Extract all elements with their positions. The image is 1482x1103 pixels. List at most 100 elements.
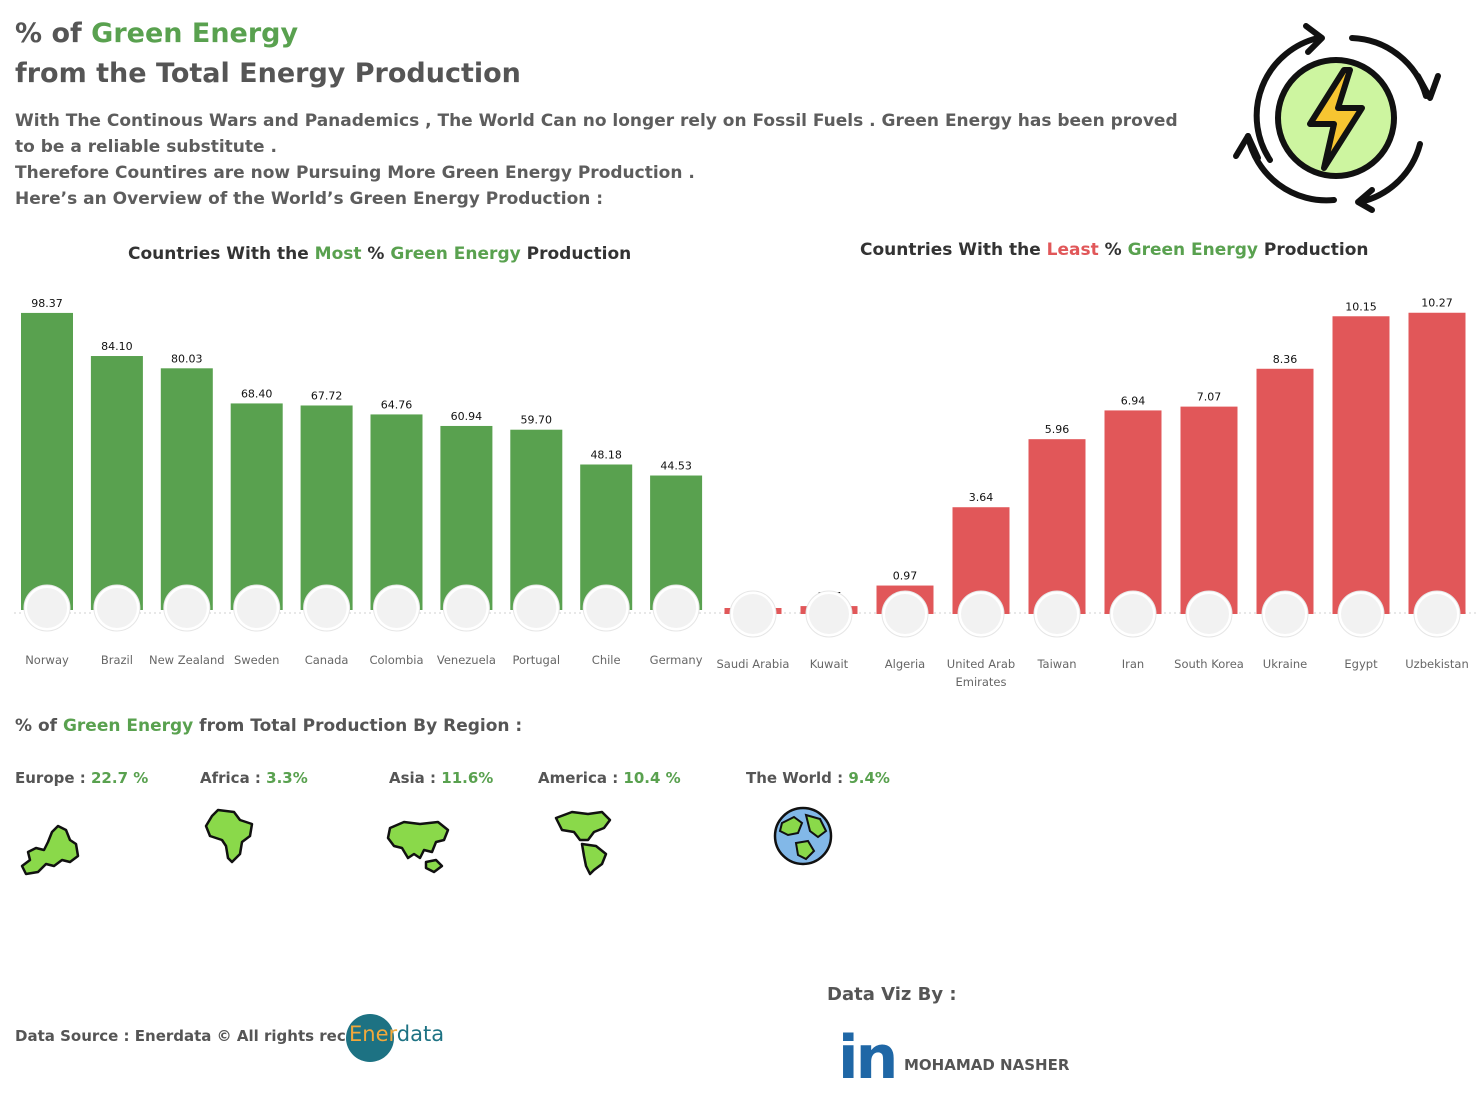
category-label: Kuwait — [810, 657, 849, 671]
category-label: United Arab Emirates — [947, 657, 1015, 689]
bar — [1104, 410, 1162, 614]
data-label: 44.53 — [660, 460, 692, 473]
flag-icon-fill — [885, 594, 925, 634]
bar — [1256, 368, 1314, 614]
data-label: 48.18 — [590, 448, 622, 461]
category-label: Taiwan — [1036, 657, 1076, 671]
title-highlight: Green Energy — [91, 18, 299, 49]
category-label: Colombia — [369, 653, 423, 667]
bar — [230, 403, 283, 610]
chart-least-title: Countries With the Least % Green Energy … — [860, 240, 1369, 260]
category-label: Egypt — [1344, 657, 1378, 671]
category-label: Chile — [592, 653, 621, 667]
description-line: Here’s an Overview of the World’s Green … — [15, 189, 604, 209]
region-world: The World : 9.4% — [746, 769, 890, 787]
description-line: Therefore Countires are now Pursuing Mor… — [15, 163, 695, 183]
data-label: 3.64 — [969, 491, 994, 504]
category-label: Ukraine — [1263, 657, 1307, 671]
category-label: Canada — [305, 653, 349, 667]
category-label: Portugal — [512, 653, 560, 667]
region-europe: Europe : 22.7 % — [15, 769, 149, 787]
data-source: Data Source : Enerdata © All rights rece… — [15, 1027, 392, 1045]
data-label: 7.07 — [1197, 391, 1222, 404]
category-label: Norway — [25, 653, 69, 667]
bar — [1180, 406, 1238, 614]
bar — [1408, 312, 1466, 614]
flag-icon-fill — [1037, 594, 1077, 634]
bar — [160, 368, 213, 610]
data-label: 84.10 — [101, 340, 133, 353]
data-label: 68.40 — [241, 387, 273, 400]
flag-icon-fill — [376, 588, 417, 628]
region-america: America : 10.4 % — [538, 769, 681, 787]
category-label: Iran — [1122, 657, 1144, 671]
globe-icon — [773, 806, 833, 866]
flag-icon-fill — [27, 588, 67, 628]
bar-charts: 98.37 Norway 84.10 Brazil 80.03 New Zealand 68… — [14, 297, 1478, 689]
data-label: 0.97 — [893, 570, 918, 583]
data-label: 59.70 — [521, 414, 553, 427]
data-label: 98.37 — [31, 297, 63, 310]
asia-map-icon — [386, 820, 450, 874]
flag-icon-fill — [446, 588, 487, 628]
flag-icon-fill — [733, 594, 773, 634]
africa-map-icon — [204, 808, 254, 864]
title-line2: from the Total Energy Production — [15, 58, 521, 89]
flag-icon-fill — [96, 588, 137, 628]
flag-icon-fill — [1189, 594, 1229, 634]
bar — [440, 425, 493, 610]
flag-icon-fill — [586, 588, 627, 628]
region-title: % of Green Energy from Total Production … — [15, 716, 523, 736]
data-label: 8.36 — [1273, 353, 1298, 366]
description-line: With The Continous Wars and Panademics ,… — [15, 111, 1178, 157]
author-name: MOHAMAD NASHER — [904, 1056, 1070, 1074]
flag-icon-fill — [961, 594, 1001, 634]
renewable-energy-icon — [1233, 23, 1441, 213]
chart-most-title: Countries With the Most % Green Energy P… — [128, 244, 632, 264]
page-title: % of Green Energy from the Total Energy … — [15, 14, 521, 94]
data-label: 5.96 — [1045, 423, 1070, 436]
category-label: Uzbekistan — [1405, 657, 1469, 671]
enerdata-logo-text: Enerdata — [349, 1022, 445, 1046]
region-asia: Asia : 11.6% — [389, 769, 494, 787]
bar — [370, 414, 423, 610]
category-label: Venezuela — [437, 653, 496, 667]
flag-icon-fill — [656, 588, 697, 628]
flag-icon-fill — [1341, 594, 1381, 634]
flag-icon-fill — [516, 588, 557, 628]
flag-icon-fill — [166, 588, 207, 628]
category-label: South Korea — [1174, 657, 1244, 671]
flag-icon-fill — [1113, 594, 1153, 634]
bar — [300, 405, 353, 610]
flag-icon-fill — [1265, 594, 1305, 634]
bar — [510, 429, 563, 610]
bar — [90, 356, 143, 610]
dataviz-label: Data Viz By : — [827, 984, 957, 1005]
america-map-icon — [554, 810, 612, 876]
bar — [21, 312, 73, 610]
flag-icon-fill — [1417, 594, 1457, 634]
enerdata-logo — [346, 1014, 394, 1062]
data-label: 60.94 — [451, 410, 483, 423]
data-label: 67.72 — [311, 389, 343, 402]
flag-icon-fill — [236, 588, 277, 628]
category-label: Brazil — [101, 653, 133, 667]
data-label: 64.76 — [381, 398, 413, 411]
category-label: Saudi Arabia — [717, 657, 790, 671]
category-label: Germany — [650, 653, 703, 667]
bar — [1332, 316, 1390, 614]
data-label: 10.27 — [1421, 297, 1453, 310]
category-label: Sweden — [234, 653, 279, 667]
region-africa: Africa : 3.3% — [200, 769, 308, 787]
data-label: 10.15 — [1345, 300, 1377, 313]
category-label: Algeria — [885, 657, 925, 671]
data-label: 80.03 — [171, 352, 203, 365]
flag-icon-fill — [809, 594, 849, 634]
data-label: 6.94 — [1121, 394, 1146, 407]
category-label: New Zealand — [149, 653, 225, 667]
flag-icon-fill — [306, 588, 347, 628]
europe-map-icon — [20, 824, 80, 876]
bar — [1028, 439, 1086, 614]
linkedin-icon[interactable]: in — [838, 1023, 898, 1093]
description: With The Continous Wars and Panademics ,… — [15, 108, 1185, 212]
